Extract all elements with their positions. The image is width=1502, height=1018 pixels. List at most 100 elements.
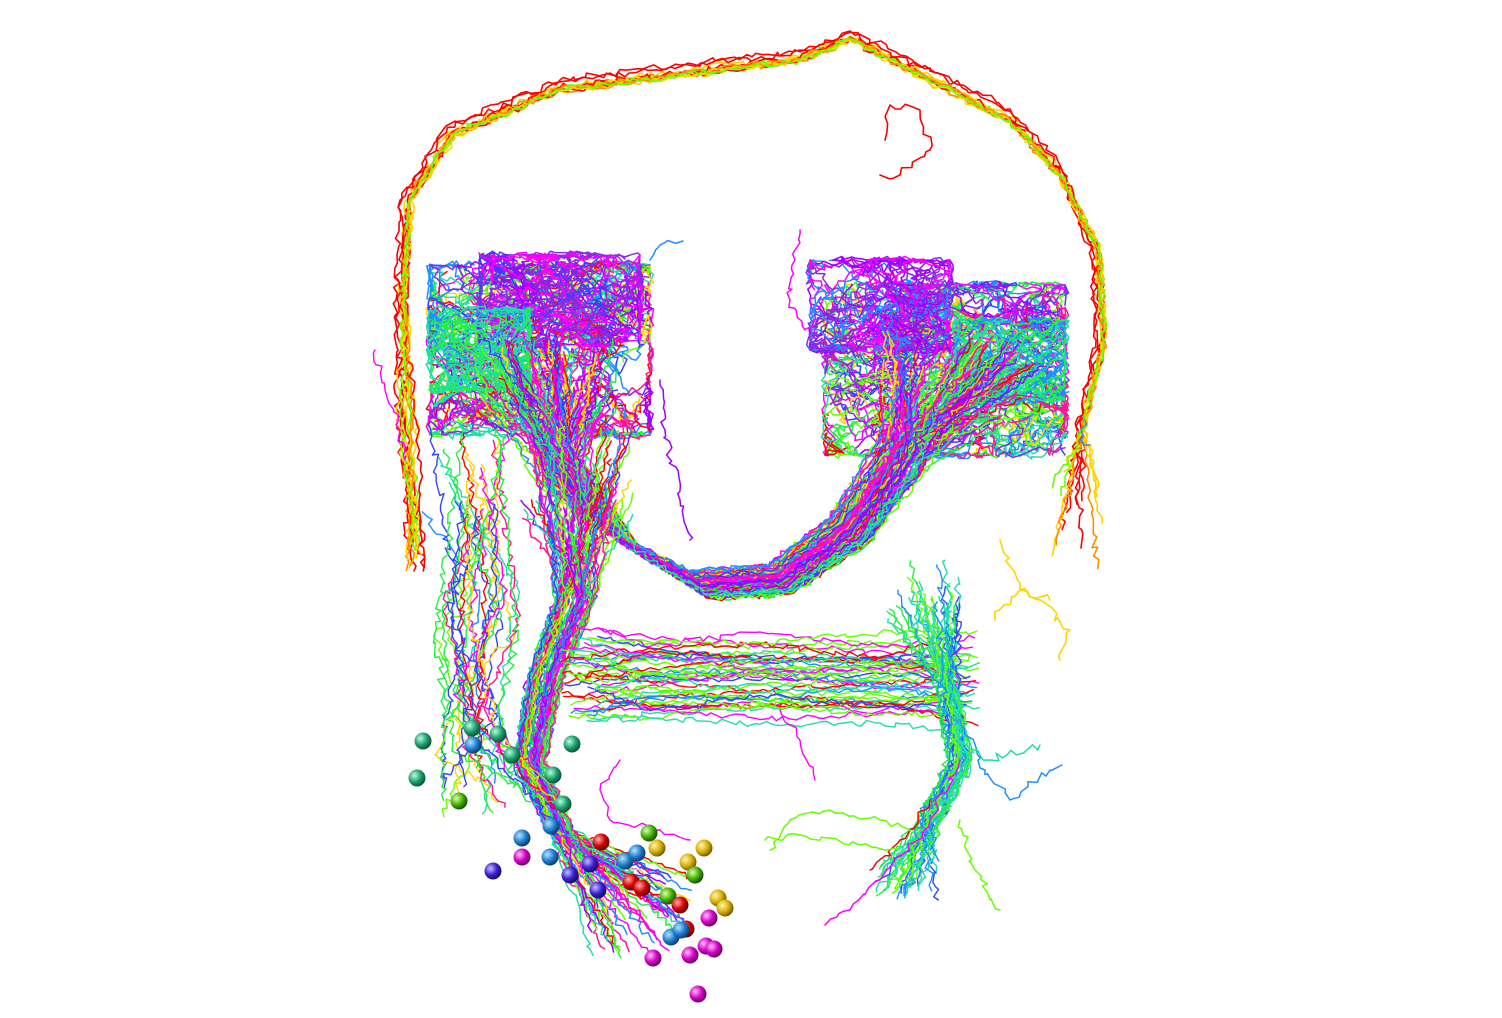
right-lobe-arbor	[809, 259, 895, 342]
stray-branch	[786, 229, 816, 331]
crossing-band-tract	[584, 642, 974, 674]
crossing-band-tract	[562, 646, 956, 673]
inner-arc-tract	[764, 832, 901, 851]
right-descending-branch	[957, 819, 1001, 911]
soma-sphere	[679, 853, 697, 871]
soma-sphere	[414, 732, 432, 750]
right-lobe-arbor	[987, 397, 1066, 459]
left-lobe-arbor	[533, 283, 641, 346]
crossing-band-tract	[596, 684, 965, 703]
descending-tract	[456, 503, 499, 788]
left-lobe-arbor	[481, 340, 522, 380]
left-lobe-arbor	[557, 261, 641, 301]
right-lobe-arbor	[1011, 315, 1070, 389]
left-lobe-arbor	[441, 321, 493, 356]
soma-sphere	[640, 824, 658, 842]
right-lobe-arbor	[885, 313, 923, 340]
left-lobe-arbor	[575, 267, 641, 333]
soma-sphere	[628, 844, 646, 862]
inner-arc-tract	[769, 809, 911, 851]
left-lobe-arbor	[481, 254, 521, 284]
left-lobe-arbor	[490, 301, 598, 346]
left-lobe-arbor	[593, 263, 653, 317]
left-lobe-arbor	[485, 255, 530, 278]
soma-sphere	[450, 792, 468, 810]
soma-sphere	[563, 735, 581, 753]
descending-tract	[441, 508, 558, 806]
crossing-band-tract	[596, 643, 948, 674]
soma-sphere	[513, 848, 531, 866]
right-lobe-arbor	[935, 280, 1018, 308]
crossing-band-tract	[596, 676, 970, 698]
crossing-band-tract	[576, 637, 969, 670]
inner-arc-tract	[779, 709, 816, 781]
crossing-band-tract	[578, 663, 954, 683]
crossing-band-tract	[570, 685, 972, 706]
stray-branch	[1079, 419, 1091, 446]
right-descending-tract	[900, 601, 957, 877]
right-descending-tract	[919, 609, 965, 885]
stray-branch	[649, 239, 684, 261]
right-lobe-arbor	[964, 285, 1066, 346]
soma-sphere	[716, 899, 734, 917]
stray-branch	[372, 349, 406, 461]
soma-sphere	[554, 795, 572, 813]
right-descending-tract	[916, 595, 974, 879]
descending-tract	[465, 464, 560, 813]
soma-sphere	[616, 852, 634, 870]
right-lobe-arbor	[808, 277, 823, 315]
commissural-bundle-tract	[547, 368, 931, 587]
right-descending-tract	[920, 601, 955, 892]
crossing-band-tract	[587, 686, 967, 712]
soma-sphere	[542, 817, 560, 835]
crossing-band-tract	[574, 700, 953, 718]
soma-sphere	[463, 719, 481, 737]
left-lobe-arbor	[617, 269, 643, 307]
soma-sphere	[464, 736, 482, 754]
neuron-arch-branch	[999, 539, 1071, 661]
descending-tract	[543, 499, 617, 873]
descending-tract	[540, 472, 622, 959]
crossing-band-tract	[578, 627, 947, 658]
soma-sphere	[408, 769, 426, 787]
left-lobe-arbor	[522, 271, 580, 343]
right-descending-branch	[959, 739, 1041, 762]
neuron-arch-branch	[994, 587, 1051, 621]
descending-tract	[454, 496, 525, 793]
right-lobe-arbor	[1022, 347, 1070, 399]
descending-tract	[540, 470, 598, 890]
soma-sphere	[648, 839, 666, 857]
left-lobe-arbor	[427, 264, 492, 341]
right-lobe-arbor	[951, 317, 1003, 344]
neuron-arch-tract	[392, 30, 1098, 550]
right-lobe-arbor	[829, 284, 922, 327]
crossing-band-tract	[593, 677, 947, 695]
descending-tract	[434, 434, 502, 784]
right-descending-branch	[824, 759, 961, 926]
right-descending-branch	[869, 799, 931, 871]
crossing-band-tract	[563, 636, 947, 662]
commissural-bundle-tract	[556, 330, 915, 596]
right-lobe-arbor	[866, 255, 951, 307]
left-lobe-arbor	[429, 312, 531, 385]
right-descending-tract	[887, 618, 970, 899]
right-lobe-arbor	[815, 260, 902, 305]
left-lobe-arbor	[429, 353, 470, 391]
left-lobe-arbor	[544, 274, 610, 338]
right-lobe-arbor	[876, 293, 912, 351]
crossing-band-tract	[566, 654, 974, 678]
soma-layer	[408, 719, 734, 1003]
neuron-arbor-layer	[372, 30, 1108, 959]
soma-sphere	[513, 829, 531, 847]
descending-tract	[532, 496, 593, 933]
soma-sphere	[581, 855, 599, 873]
soma-sphere	[659, 887, 677, 905]
soma-sphere	[689, 985, 707, 1003]
left-lobe-arbor	[527, 271, 645, 310]
neuron-arch-tract	[399, 36, 1105, 569]
right-lobe-arbor	[880, 324, 951, 351]
neuron-arch-branch	[879, 103, 933, 180]
right-lobe-arbor	[1001, 337, 1066, 381]
neuron-arch-tract	[393, 31, 1099, 572]
